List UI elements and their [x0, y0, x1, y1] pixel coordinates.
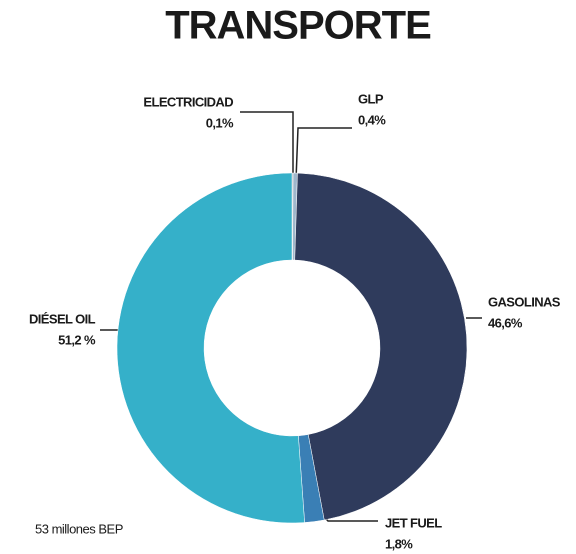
slice-label: GLP	[358, 91, 384, 106]
leader-line	[240, 111, 294, 180]
slice-label: DIÉSEL OIL	[29, 311, 96, 326]
donut-slice	[294, 172, 468, 521]
leader-line	[295, 127, 352, 181]
value-label: 51,2 %	[58, 332, 96, 347]
chart-title: TRANSPORTE	[165, 4, 431, 48]
value-label: 0,1%	[206, 115, 234, 130]
donut-slice	[116, 172, 305, 524]
slice-label: GASOLINAS	[488, 294, 561, 309]
value-label: 46,6%	[488, 315, 523, 330]
value-label: 1,8%	[385, 536, 413, 551]
slice-label: ELECTRICIDAD	[143, 94, 233, 109]
value-label: 0,4%	[358, 112, 386, 127]
slice-label: JET FUEL	[385, 515, 442, 530]
annotation: 53 millones BEP	[35, 521, 123, 536]
